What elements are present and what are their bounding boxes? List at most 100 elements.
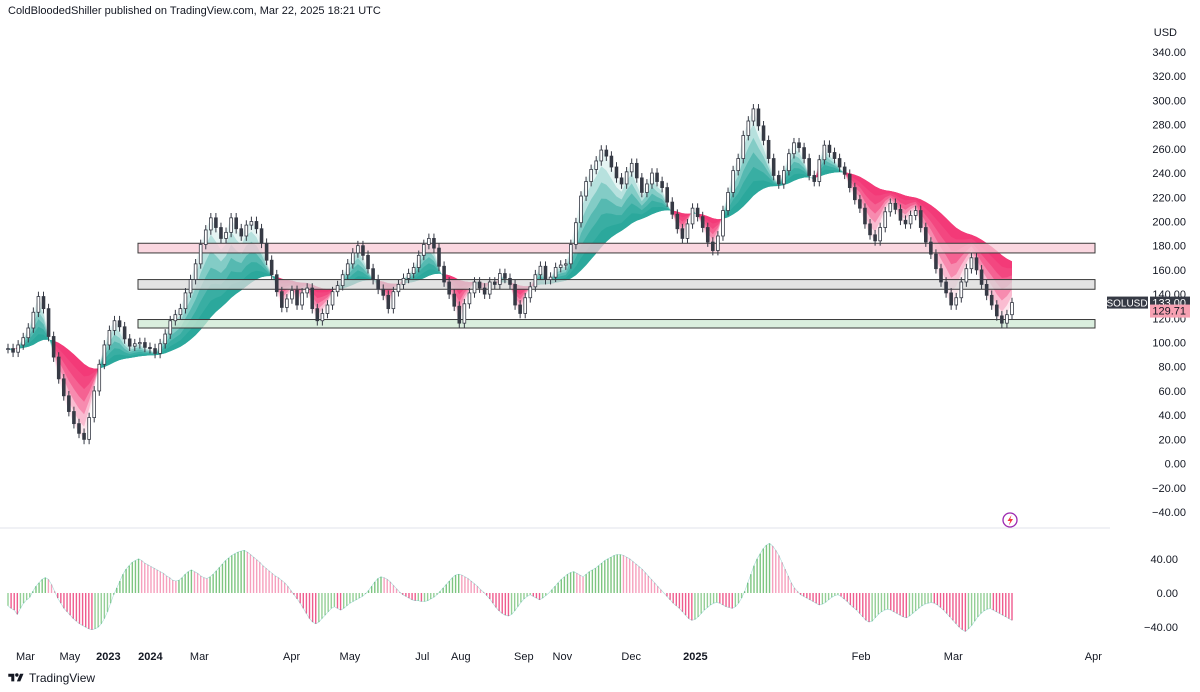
candle-body xyxy=(244,224,249,237)
candle-body xyxy=(117,320,122,328)
x-tick-label: Apr xyxy=(283,651,300,663)
candle-body xyxy=(406,273,411,279)
candle-body xyxy=(903,219,908,225)
last-price-label-bg xyxy=(1150,304,1190,318)
candle-body xyxy=(290,290,294,300)
candle-body xyxy=(969,257,974,270)
candle-body xyxy=(224,231,228,239)
candle-body xyxy=(1005,314,1009,324)
trend-ribbon-bull xyxy=(723,173,815,219)
y-tick-label: 60.00 xyxy=(1158,386,1186,398)
tradingview-brand[interactable]: TradingView xyxy=(8,671,95,685)
candle-body xyxy=(776,175,781,185)
candle-body xyxy=(660,181,664,188)
trend-ribbon-bear xyxy=(697,213,723,224)
candle-body xyxy=(127,338,132,347)
candle-body xyxy=(21,337,26,346)
candle-body xyxy=(401,277,406,285)
candle-body xyxy=(219,227,223,239)
candle-body xyxy=(356,245,360,254)
candle-body xyxy=(883,211,888,228)
x-tick-label: Mar xyxy=(16,651,35,663)
candle-body xyxy=(558,264,563,268)
candle-body xyxy=(158,343,162,354)
candle-body xyxy=(847,173,852,188)
y-tick-label: 0.00 xyxy=(1165,459,1186,471)
candle-body xyxy=(432,238,436,249)
candle-body xyxy=(122,326,127,340)
y-tick-label: 160.00 xyxy=(1152,265,1186,277)
candle-body xyxy=(756,108,761,127)
x-tick-label: Sep xyxy=(514,651,534,663)
candle-body xyxy=(320,313,325,322)
candle-body xyxy=(82,432,86,440)
trend-ribbon-bull xyxy=(99,231,277,369)
candle-body xyxy=(51,336,56,358)
candle-body xyxy=(193,263,198,280)
candle-body xyxy=(295,290,299,306)
candle-body xyxy=(183,292,188,310)
candle-body xyxy=(645,183,649,193)
candle-body xyxy=(381,288,386,296)
candle-body xyxy=(964,268,969,283)
publisher-caption: ColdBloodedShiller published on TradingV… xyxy=(8,5,381,17)
candle-body xyxy=(148,346,152,349)
candle-body xyxy=(285,298,289,308)
candle-body xyxy=(472,281,477,294)
candle-body xyxy=(198,244,203,265)
candle-body xyxy=(498,273,502,285)
candle-body xyxy=(351,252,355,265)
candle-body xyxy=(254,221,259,230)
symbol-label-bg xyxy=(1107,296,1148,309)
trend-ribbon-bull xyxy=(692,210,698,216)
candle-body xyxy=(209,217,213,231)
candle-body xyxy=(634,162,639,179)
candle-body xyxy=(178,308,183,316)
y-tick-label: −40.00 xyxy=(1152,507,1186,519)
candle-body xyxy=(26,327,31,339)
x-tick-label: Mar xyxy=(190,651,209,663)
candle-body xyxy=(604,149,609,157)
candle-body xyxy=(863,207,867,225)
candle-body xyxy=(508,277,512,285)
oscillator-tick-label: 0.00 xyxy=(1157,588,1178,600)
candle-body xyxy=(761,125,766,141)
candle-body xyxy=(563,263,568,266)
candle-body xyxy=(918,210,923,228)
candle-body xyxy=(361,245,365,256)
x-tick-label: Mar xyxy=(944,651,963,663)
candle-body xyxy=(954,297,959,306)
candle-body xyxy=(837,158,842,168)
candle-body xyxy=(188,279,193,294)
resistance-zone xyxy=(137,242,1096,254)
candle-body xyxy=(46,308,51,337)
candle-body xyxy=(898,208,903,221)
trend-ribbon-bull xyxy=(99,217,277,369)
candle-body xyxy=(736,158,740,172)
candle-body xyxy=(214,217,218,228)
candle-body xyxy=(112,320,117,331)
candle-body xyxy=(913,210,918,216)
candle-body xyxy=(391,291,396,310)
candle-body xyxy=(675,213,680,230)
candle-body xyxy=(949,292,953,306)
y-axis-unit: USD xyxy=(1154,27,1177,39)
x-tick-label: Apr xyxy=(1085,651,1102,663)
candle-body xyxy=(107,330,112,346)
trend-ribbon-bull xyxy=(819,169,845,177)
candle-body xyxy=(411,267,416,274)
x-tick-label: Jul xyxy=(415,651,429,663)
candle-body xyxy=(751,108,756,122)
candle-body xyxy=(249,221,254,226)
candle-body xyxy=(853,187,857,201)
candle-body xyxy=(325,304,330,314)
candle-body xyxy=(61,378,66,397)
candle-body xyxy=(792,142,796,155)
candle-body xyxy=(72,411,76,425)
x-tick-label: Aug xyxy=(451,651,471,663)
trend-ribbon-bear xyxy=(53,340,100,377)
candle-body xyxy=(523,297,528,314)
candle-body xyxy=(462,303,467,324)
candle-body xyxy=(153,348,157,354)
